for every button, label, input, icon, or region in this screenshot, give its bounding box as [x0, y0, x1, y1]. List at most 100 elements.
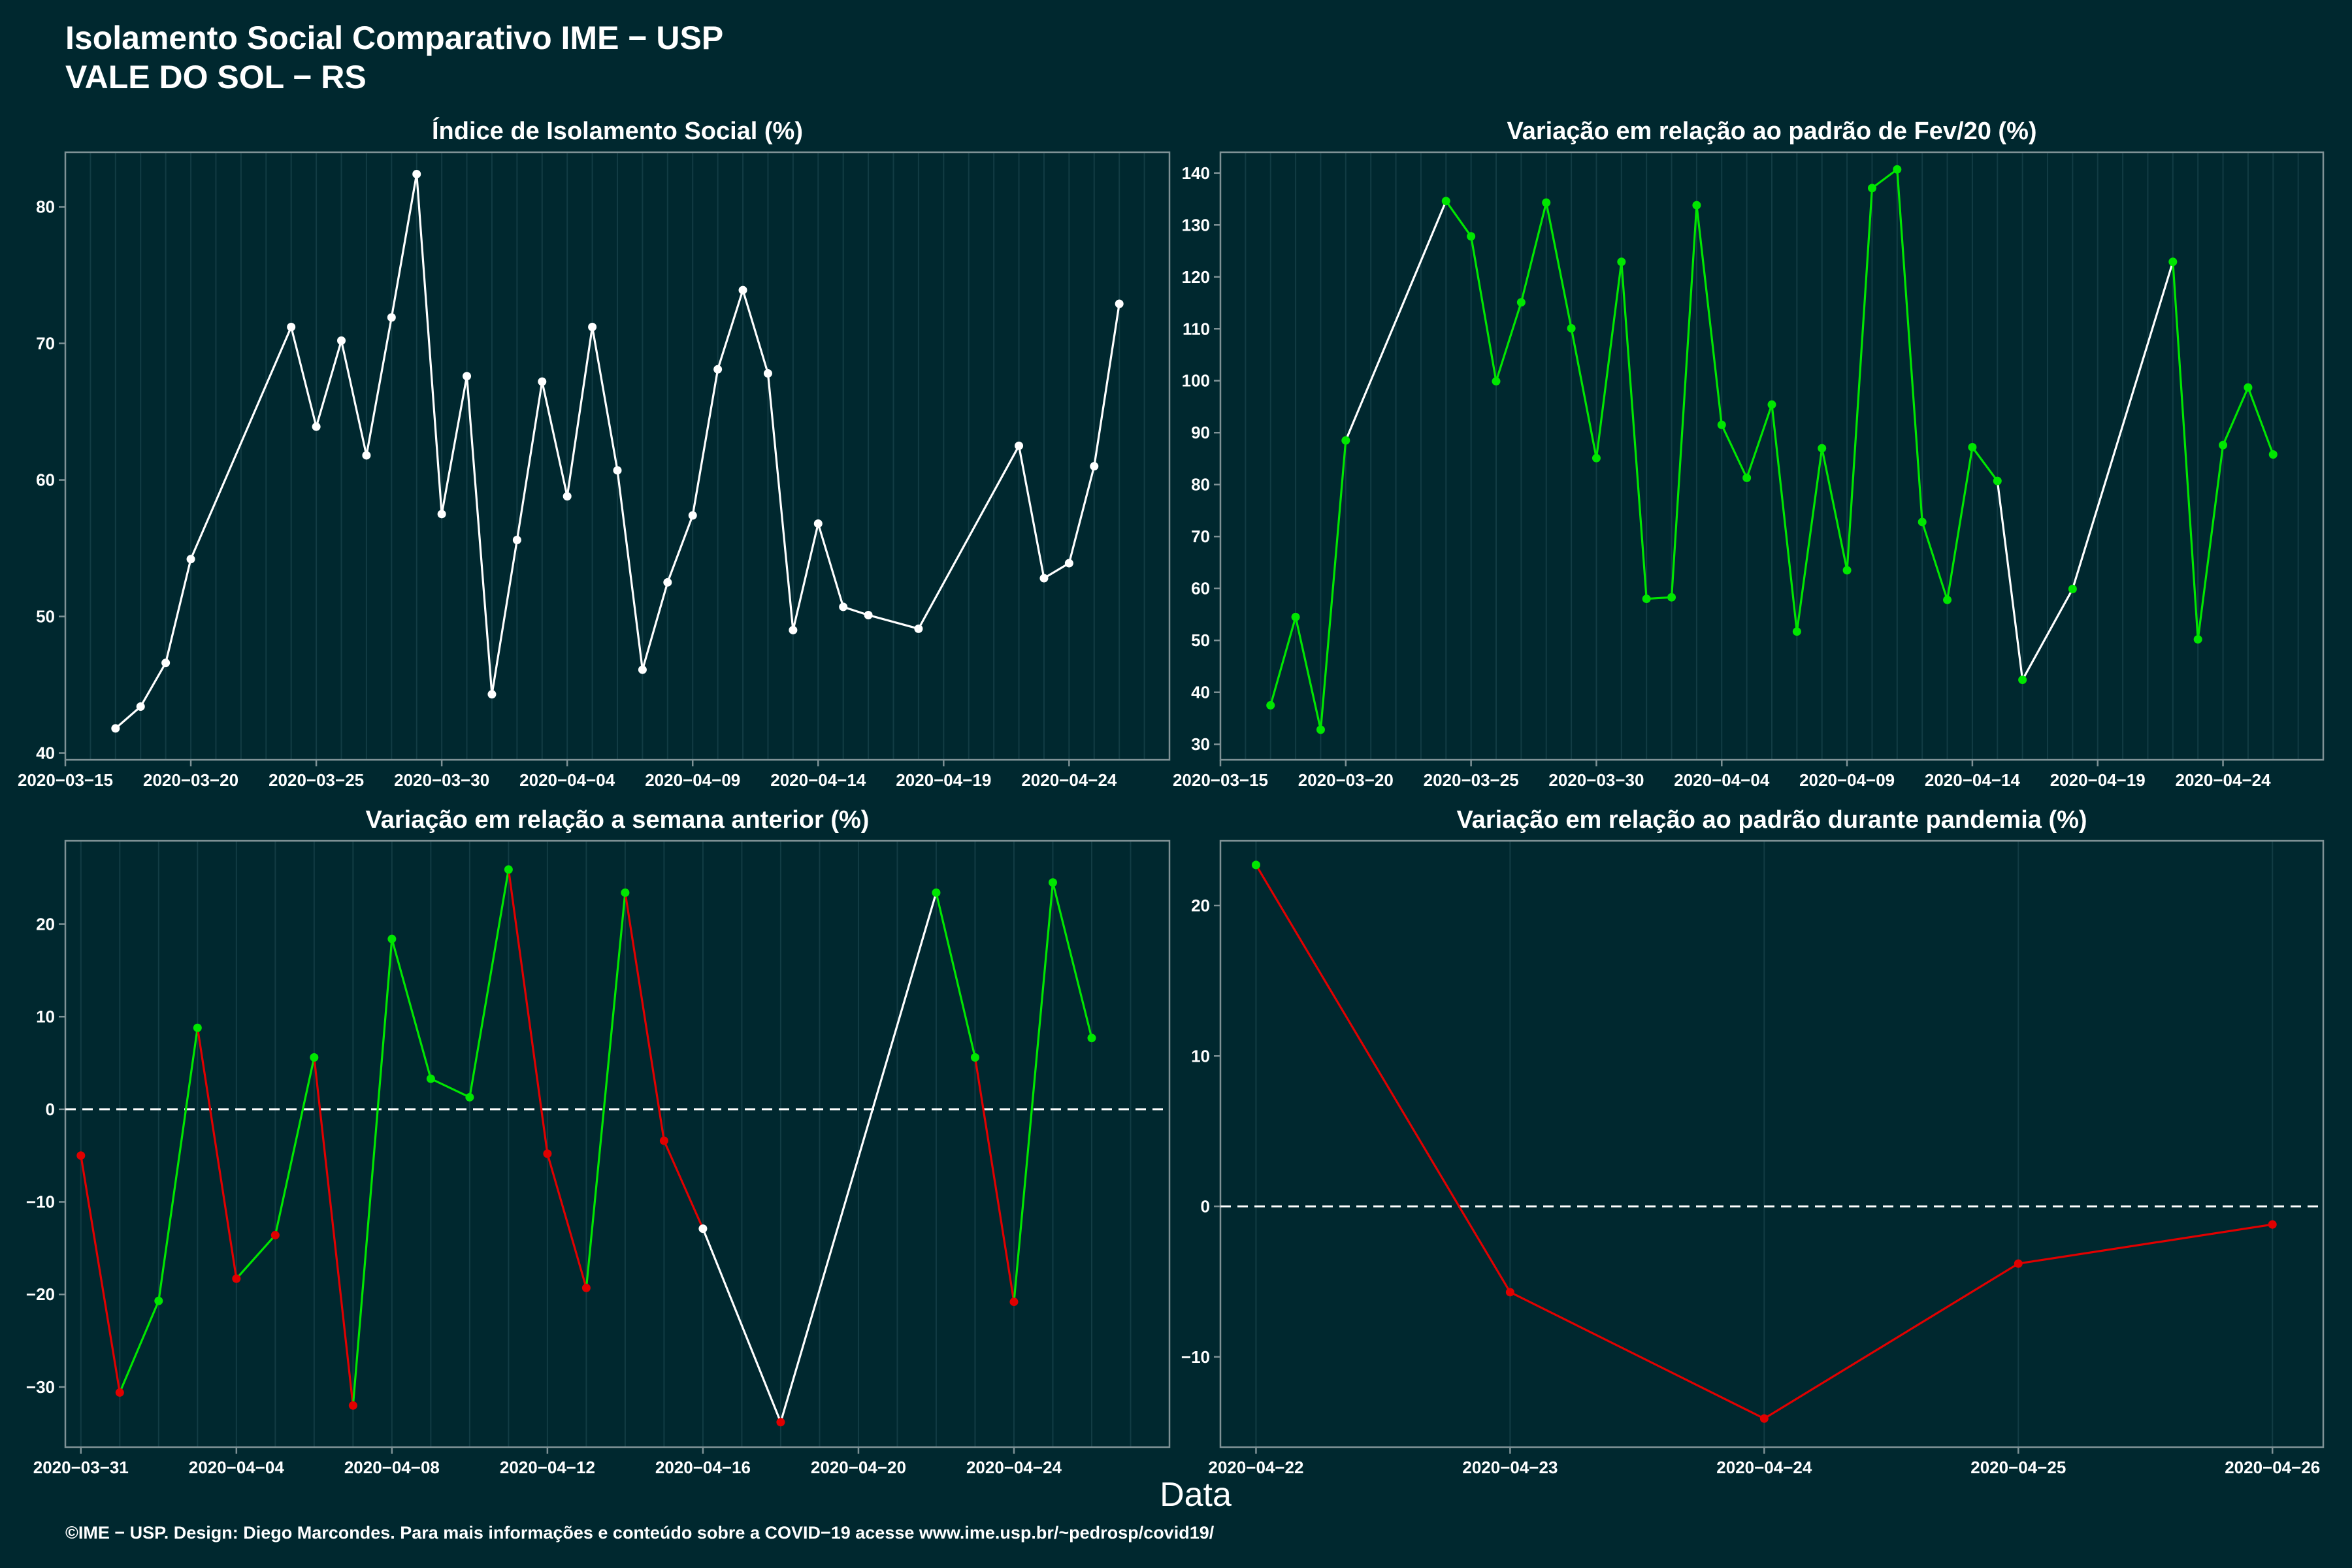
panel-frame [64, 840, 1171, 1448]
data-point [287, 323, 296, 332]
data-point [776, 1418, 785, 1427]
series-segment [80, 1154, 121, 1394]
series-segment [2017, 1223, 2274, 1265]
data-point [1467, 232, 1476, 241]
data-point [1617, 257, 1626, 267]
series-segment [1620, 261, 1648, 600]
data-point [2244, 383, 2253, 392]
series-segment [2172, 261, 2199, 641]
series-segment [766, 372, 794, 632]
data-point [1291, 612, 1300, 621]
series-segment [2247, 386, 2274, 456]
data-point [1792, 627, 1801, 636]
series-segment [817, 522, 845, 608]
data-point [412, 169, 421, 178]
x-tick-label: 2020−03−20 [143, 770, 238, 790]
data-point [763, 369, 772, 378]
x-tick-label: 2020−03−30 [394, 770, 489, 790]
series-segment [662, 1139, 704, 1230]
data-point [2168, 257, 2178, 267]
data-point [1505, 1288, 1514, 1297]
data-point [813, 519, 823, 528]
data-point [1742, 473, 1752, 482]
series-segment [541, 380, 568, 498]
series-segment [1495, 301, 1522, 383]
data-point [186, 555, 195, 564]
x-tick-label: 2020−04−20 [811, 1458, 906, 1477]
y-tick-label: 30 [1191, 734, 1210, 754]
data-point [512, 536, 521, 545]
data-point [789, 625, 798, 634]
y-tick-label: 10 [36, 1007, 55, 1026]
data-point [1893, 165, 1902, 174]
x-tick-label: 2020−04−24 [1021, 770, 1117, 790]
data-point [1717, 420, 1726, 429]
data-point [387, 313, 396, 322]
y-tick-label: 50 [36, 607, 55, 627]
series-segment [1595, 261, 1623, 459]
data-point [193, 1023, 202, 1032]
data-point [1818, 444, 1827, 453]
data-point [1064, 559, 1073, 568]
data-point [1266, 701, 1275, 710]
series-segment [416, 172, 443, 515]
chart-panel-isolation-index: Índice de Isolamento Social (%) 40 50 60 70 8… [18, 116, 1171, 790]
series-segment [546, 1152, 587, 1289]
series-segment [429, 1077, 471, 1099]
panel-title: Variação em relação ao padrão de Fev/20 … [1507, 118, 2036, 145]
series-segment [351, 938, 393, 1407]
x-tick-label: 2020−03−25 [1424, 770, 1519, 790]
footer-credit: ©IME − USP. Design: Diego Marcondes. Par… [65, 1523, 1215, 1543]
series-segment [515, 380, 544, 542]
data-point [1567, 323, 1576, 333]
series-segment [666, 514, 694, 583]
data-point [1842, 566, 1852, 575]
x-tick-label: 2020−04−04 [1674, 770, 1770, 790]
data-point [337, 336, 346, 345]
data-point [538, 377, 547, 386]
data-point [713, 365, 723, 374]
panel-frame [64, 151, 1171, 761]
x-tick-label: 2020−03−15 [18, 770, 113, 790]
y-tick-label: 20 [1191, 896, 1210, 915]
series-segment [189, 325, 293, 561]
y-tick-label: 120 [1182, 267, 1210, 287]
x-tick-label: 2020−04−09 [645, 770, 740, 790]
series-segment [1051, 881, 1093, 1039]
series-segment [1821, 447, 1848, 572]
y-tick-label: 80 [1191, 475, 1210, 495]
series-segment [139, 662, 167, 708]
series-segment [440, 375, 468, 515]
data-point [2018, 676, 2027, 685]
series-segment [1720, 423, 1748, 479]
y-tick-label: −20 [26, 1284, 55, 1304]
data-point [1009, 1298, 1019, 1307]
x-tick-label: 2020−04−19 [2050, 770, 2146, 790]
series-segment [973, 1056, 1015, 1303]
y-tick-label: 40 [36, 743, 55, 763]
y-tick-label: 10 [1191, 1046, 1210, 1066]
series-segment [2221, 386, 2249, 446]
y-tick-label: 70 [1191, 527, 1210, 546]
series-segment [702, 1228, 782, 1424]
data-point [2193, 635, 2202, 644]
x-tick-label: 2020−04−24 [966, 1458, 1062, 1477]
data-point [581, 1283, 591, 1292]
series-segment [1093, 302, 1120, 468]
x-tick-label: 2020−04−14 [1925, 770, 2021, 790]
series-segment [2021, 587, 2074, 681]
data-point [1441, 197, 1450, 206]
data-point [1993, 476, 2002, 485]
x-tick-label: 2020−04−26 [2225, 1458, 2320, 1477]
main-subtitle: VALE DO SOL − RS [65, 59, 367, 95]
data-point [1642, 595, 1651, 604]
data-point [698, 1224, 708, 1233]
data-point [1039, 574, 1049, 583]
series-segment [1043, 562, 1070, 580]
series-segment [365, 316, 393, 457]
series-segment [1269, 615, 1297, 707]
series-segment [196, 1026, 238, 1280]
data-point [1943, 595, 1952, 604]
data-point [1759, 1414, 1769, 1423]
chart-panel-pandemic-variation: Variação em relação ao padrão durante pa… [1181, 806, 2325, 1477]
